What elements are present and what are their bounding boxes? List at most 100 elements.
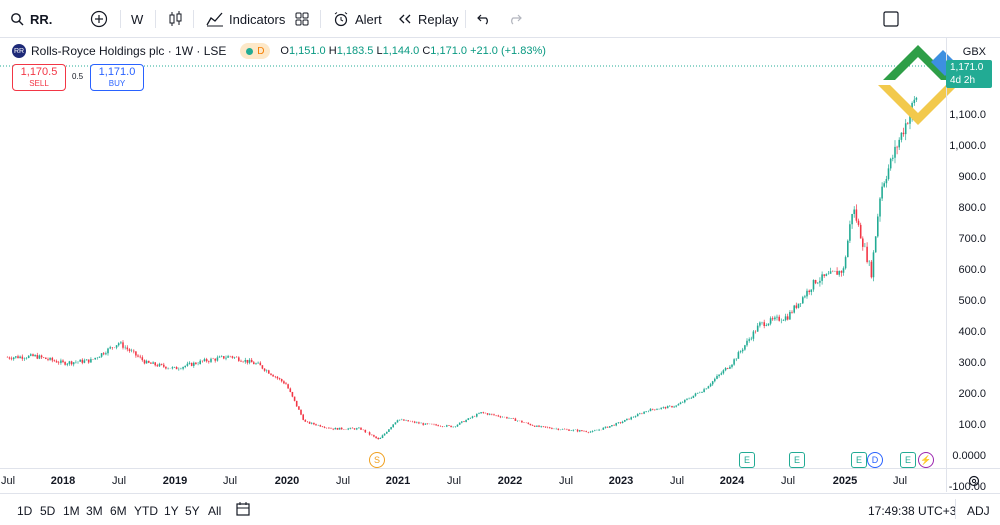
close-value: 1,171.0 xyxy=(430,45,467,57)
time-axis-label: 2024 xyxy=(719,475,745,487)
grid-layout-icon xyxy=(295,12,309,26)
price-axis-label: 600.0 xyxy=(958,264,986,276)
adjust-toggle[interactable]: ADJ xyxy=(967,504,990,518)
price-axis-label: 1,100.0 xyxy=(949,109,986,121)
price-axis-label: 0.0000 xyxy=(952,450,986,462)
price-axis-label: 800.0 xyxy=(958,202,986,214)
low-value: 1,144.0 xyxy=(382,45,420,57)
dividend-marker[interactable]: D xyxy=(867,452,883,468)
replay-button[interactable]: Replay xyxy=(398,0,458,38)
change-value: +21.0 (+1.83%) xyxy=(470,45,546,57)
time-axis[interactable]: Jul 2018 Jul 2019 Jul 2020 Jul 2021 Jul 2022 Jul 20… xyxy=(0,468,946,492)
toolbar-divider xyxy=(193,10,194,28)
compare-button[interactable] xyxy=(90,0,108,38)
split-marker[interactable]: S xyxy=(369,452,385,468)
time-axis-label: Jul xyxy=(669,475,685,487)
buy-label: BUY xyxy=(108,78,126,88)
symbol-search[interactable]: RR. xyxy=(10,0,52,38)
symbol-label: RR. xyxy=(30,11,53,27)
company-logo: RR xyxy=(12,44,26,58)
toolbar-divider xyxy=(320,10,321,28)
buy-button[interactable]: 1,171.0 BUY xyxy=(90,64,144,91)
axis-settings-button[interactable] xyxy=(946,468,1000,492)
toolbar-divider xyxy=(155,10,156,28)
layouts-button[interactable] xyxy=(295,0,309,38)
timeframe-5d[interactable]: 5D xyxy=(40,504,56,518)
time-axis-label: Jul xyxy=(446,475,462,487)
time-axis-label: 2021 xyxy=(385,475,411,487)
data-flag: D xyxy=(257,45,265,57)
candles-up xyxy=(12,97,918,439)
indicators-icon xyxy=(206,12,223,27)
earnings-marker[interactable]: E xyxy=(851,452,867,468)
earnings-marker[interactable]: E xyxy=(739,452,755,468)
last-price: 1,171.0 xyxy=(950,62,984,73)
interval-button[interactable]: W xyxy=(131,0,143,38)
sell-button[interactable]: 1,170.5 SELL xyxy=(12,64,66,91)
price-chart[interactable] xyxy=(0,38,946,468)
time-axis-label: Jul xyxy=(335,475,351,487)
price-axis-label: 1,000.0 xyxy=(949,140,986,152)
undo-icon xyxy=(477,14,488,25)
high-key: H xyxy=(328,45,337,57)
timeframe-3m[interactable]: 3M xyxy=(86,504,103,518)
price-axis-label: 200.0 xyxy=(958,388,986,400)
top-toolbar: RR. W Indicators Alert Replay xyxy=(0,0,1000,38)
time-axis-label: 2023 xyxy=(608,475,634,487)
time-axis-label: Jul xyxy=(0,475,16,487)
bottom-toolbar: 1D 5D 1M 3M 6M YTD 1Y 5Y All 17:49:38 UTC+3 ADJ xyxy=(0,493,1000,525)
wicks-down xyxy=(6,122,909,440)
indicators-label: Indicators xyxy=(229,11,286,27)
alert-label: Alert xyxy=(355,11,382,27)
alert-button[interactable]: Alert xyxy=(333,0,382,38)
undo-button[interactable] xyxy=(477,0,491,38)
replay-label: Replay xyxy=(418,11,459,27)
date-range-button[interactable] xyxy=(235,501,251,520)
time-axis-label: Jul xyxy=(892,475,908,487)
sell-price: 1,170.5 xyxy=(20,65,58,78)
buy-price: 1,171.0 xyxy=(98,65,136,78)
earnings-marker[interactable]: E xyxy=(900,452,916,468)
price-axis-label: 700.0 xyxy=(958,233,986,245)
clock-display[interactable]: 17:49:38 UTC+3 xyxy=(868,504,957,518)
high-value: 1,183.5 xyxy=(336,45,374,57)
candles-down xyxy=(6,123,909,439)
redo-button[interactable] xyxy=(508,0,522,38)
timeframe-1m[interactable]: 1M xyxy=(63,504,80,518)
close-key: C xyxy=(422,45,431,57)
status-dot-icon xyxy=(246,47,254,55)
timeframe-5y[interactable]: 5Y xyxy=(185,504,200,518)
time-axis-label: Jul xyxy=(222,475,238,487)
timeframe-all[interactable]: All xyxy=(208,504,222,518)
timeframe-ytd[interactable]: YTD xyxy=(134,504,158,518)
interval-label: W xyxy=(131,11,144,27)
open-key: O xyxy=(280,45,289,57)
timeframe-6m[interactable]: 6M xyxy=(110,504,127,518)
fullscreen-button[interactable] xyxy=(883,0,899,38)
news-marker[interactable]: ⚡ xyxy=(918,452,934,468)
timeframe-1y[interactable]: 1Y xyxy=(164,504,179,518)
sell-label: SELL xyxy=(29,78,49,88)
alarm-clock-icon xyxy=(334,12,348,27)
bar-countdown: 4d 2h xyxy=(950,75,976,86)
last-price-tag: 1,171.0 4d 2h xyxy=(946,60,992,88)
gear-icon xyxy=(968,475,979,486)
price-axis-label: 900.0 xyxy=(958,171,986,183)
earnings-marker[interactable]: E xyxy=(789,452,805,468)
currency-label: GBX xyxy=(962,46,986,58)
wicks-up xyxy=(13,96,917,439)
time-axis-label: 2022 xyxy=(497,475,523,487)
time-axis-label: 2025 xyxy=(832,475,858,487)
price-axis[interactable]: GBX 1,100.0 1,000.0 900.0 800.0 700.0 600.0 50… xyxy=(946,38,1000,493)
low-key: L xyxy=(376,45,383,57)
candles-icon xyxy=(169,11,182,26)
chart-type-button[interactable] xyxy=(168,0,184,38)
rewind-icon xyxy=(399,14,411,24)
timeframe-1d[interactable]: 1D xyxy=(17,504,33,518)
data-status-badge[interactable]: D xyxy=(240,43,271,59)
time-axis-label: 2019 xyxy=(162,475,188,487)
indicators-button[interactable]: Indicators xyxy=(206,0,285,38)
legend-title[interactable]: Rolls-Royce Holdings plc · 1W · LSE xyxy=(31,44,227,58)
time-axis-label: 2018 xyxy=(50,475,76,487)
redo-icon xyxy=(511,14,522,25)
